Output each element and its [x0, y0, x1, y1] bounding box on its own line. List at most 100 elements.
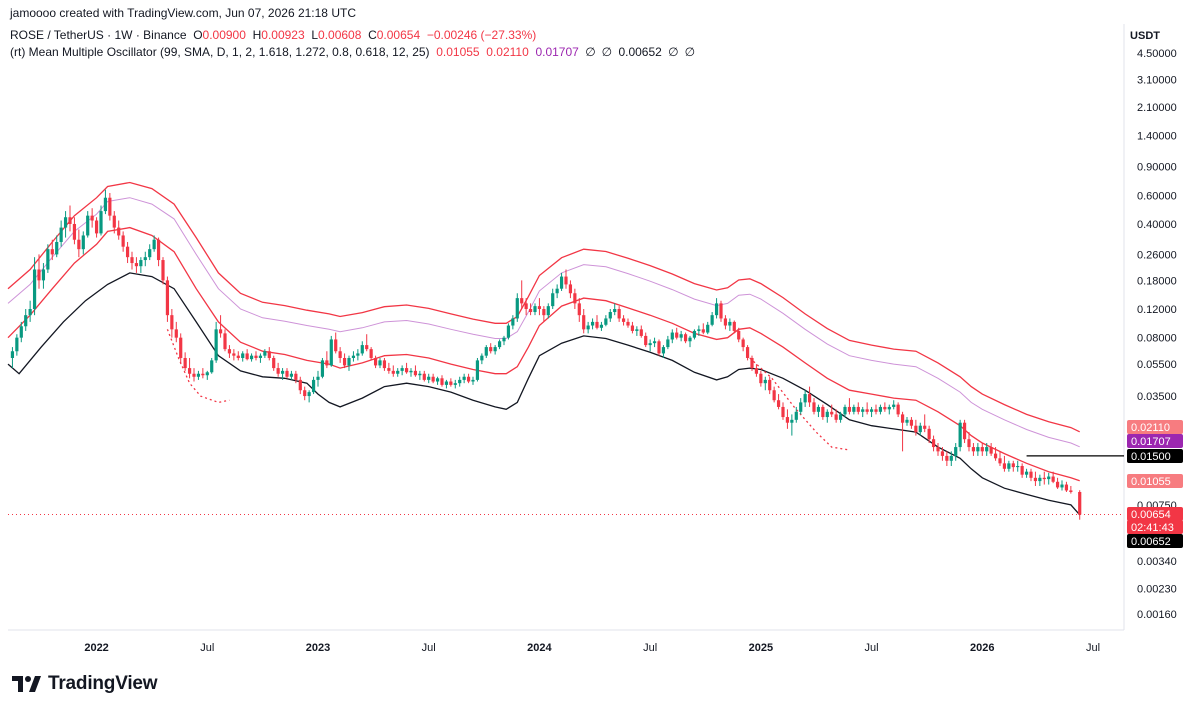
candle-body — [480, 355, 484, 361]
x-tick-label: Jul — [422, 642, 436, 654]
candle-body — [387, 368, 391, 371]
candle — [608, 309, 612, 322]
candle-body — [360, 345, 364, 354]
candle — [365, 334, 369, 352]
created-by-text: jamoooo created with TradingView.com, Ju… — [10, 6, 356, 20]
candle — [945, 451, 949, 467]
candle-body — [958, 422, 962, 448]
open-label: O — [193, 28, 203, 42]
candle — [927, 425, 931, 444]
oscillator-name[interactable]: (rt) Mean Multiple Oscillator (99, SMA, … — [10, 45, 430, 59]
candle-body — [586, 325, 590, 330]
candle — [772, 386, 776, 403]
candle — [537, 298, 542, 316]
candle-body — [754, 368, 759, 374]
x-tick-label: Jul — [865, 642, 879, 654]
candle — [830, 404, 834, 418]
candle — [90, 208, 94, 228]
candle-body — [617, 309, 621, 319]
candle — [865, 402, 869, 415]
osc-value-4: 0.00652 — [618, 45, 662, 59]
candle-body — [453, 383, 457, 385]
empty-set-icon: ∅ — [668, 45, 679, 59]
candle-body — [1016, 466, 1020, 468]
candle-body — [10, 351, 15, 358]
candle-body — [369, 349, 373, 358]
candle-body — [582, 315, 586, 330]
candle-body — [63, 217, 68, 228]
candle — [289, 370, 294, 380]
candle — [484, 345, 488, 358]
candle — [347, 355, 351, 371]
candle — [46, 244, 50, 273]
candle-body — [179, 337, 183, 358]
candle-body — [276, 368, 280, 374]
candle-body — [156, 239, 161, 261]
symbol-name[interactable]: ROSE / TetherUS · 1W · Binance — [10, 28, 187, 42]
candle-body — [418, 373, 422, 376]
candle-body — [998, 458, 1002, 464]
candle — [706, 321, 710, 335]
candle — [24, 309, 28, 331]
candle-body — [790, 419, 794, 423]
candle — [954, 443, 958, 461]
low-value: 0.00608 — [318, 28, 362, 42]
candle — [914, 419, 918, 436]
candle — [179, 333, 183, 365]
candle — [134, 257, 139, 273]
candle-body — [431, 376, 435, 382]
candle-body — [489, 347, 493, 352]
candle-body — [325, 360, 329, 366]
empty-set-icon: ∅ — [601, 45, 613, 59]
candle-body — [493, 347, 497, 352]
candle — [276, 362, 280, 377]
candle-body — [174, 329, 178, 338]
candle-body — [511, 318, 515, 326]
candle-body — [338, 351, 342, 358]
candle-body — [812, 402, 816, 412]
currency-label[interactable]: USDT — [1130, 30, 1160, 42]
candle — [156, 237, 161, 267]
candle-body — [741, 339, 745, 348]
candle — [719, 300, 723, 322]
candle-body — [551, 293, 555, 307]
candle — [245, 349, 249, 361]
candle — [449, 378, 453, 387]
high-value: 0.00923 — [261, 28, 305, 42]
candle — [418, 370, 422, 380]
candle-body — [564, 276, 568, 285]
oscillator-legend: (rt) Mean Multiple Oscillator (99, SMA, … — [10, 45, 698, 59]
candle-body — [427, 376, 431, 380]
candle — [1016, 460, 1020, 472]
candle — [985, 443, 989, 456]
candle — [1078, 490, 1082, 520]
candle — [196, 370, 201, 380]
candle-body — [927, 428, 931, 440]
candle — [475, 357, 480, 382]
candle — [373, 355, 378, 369]
candle — [489, 343, 493, 354]
candle-body — [187, 368, 192, 374]
candle-body — [139, 260, 143, 267]
candle-body — [1051, 476, 1055, 482]
candle — [1007, 460, 1011, 472]
price-tag: 02:41:43 — [1127, 520, 1183, 534]
candle — [19, 321, 23, 343]
candle-body — [351, 355, 356, 358]
price-tag: 0.00652 — [1127, 534, 1183, 548]
candle — [480, 353, 484, 365]
candle-body — [1024, 471, 1029, 475]
candle — [422, 370, 426, 382]
candle-body — [1038, 477, 1042, 482]
candle-body — [546, 306, 550, 316]
candle — [444, 379, 449, 389]
x-tick-label: 2023 — [306, 642, 330, 654]
y-tick-label: 0.08000 — [1137, 333, 1177, 345]
candle — [604, 315, 608, 327]
osc-value-1: 0.01055 — [436, 45, 480, 59]
candle-body — [280, 370, 285, 374]
candle-body — [81, 235, 85, 250]
candle — [241, 351, 245, 362]
candle — [648, 339, 652, 352]
